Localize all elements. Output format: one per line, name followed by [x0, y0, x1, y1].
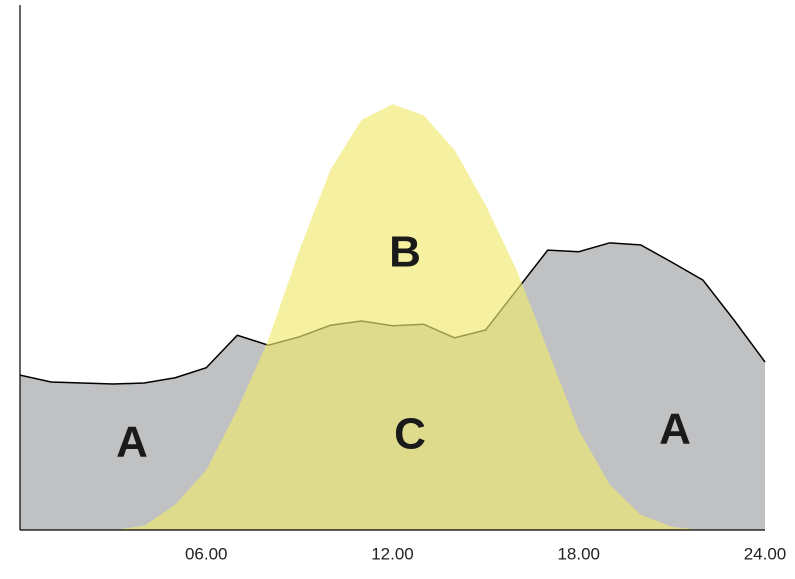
x-tick-label: 06.00 [185, 544, 228, 563]
annotation: C [394, 410, 426, 459]
annotation: A [116, 418, 148, 467]
annotation: B [389, 228, 421, 277]
x-tick-label: 12.00 [371, 544, 414, 563]
annotation: A [659, 405, 691, 454]
area [20, 104, 765, 530]
x-tick-label: 18.00 [557, 544, 600, 563]
x-tick-label: 24.00 [744, 544, 787, 563]
